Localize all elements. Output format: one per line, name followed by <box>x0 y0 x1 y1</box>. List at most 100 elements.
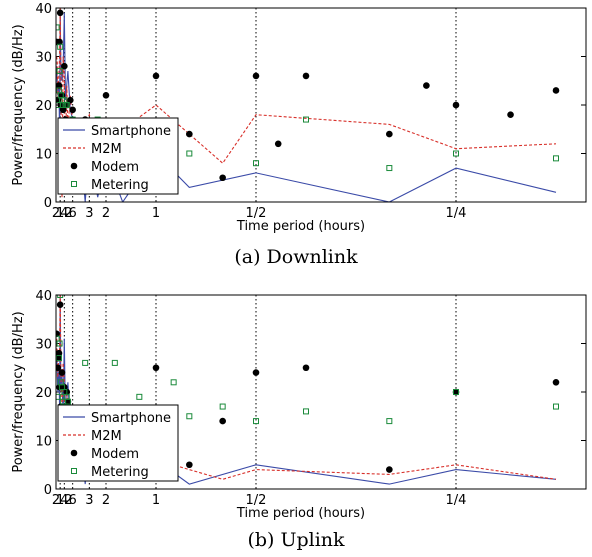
series-modem-point <box>252 72 260 80</box>
series-modem-point <box>302 364 310 372</box>
x-tick-label: 1 <box>152 206 160 221</box>
x-tick-label: 1/2 <box>246 493 267 508</box>
series-metering-point <box>453 389 459 395</box>
series-metering-point <box>303 116 309 123</box>
series-modem-point <box>186 130 193 138</box>
x-tick-label: 24 <box>52 493 69 508</box>
series-modem-point <box>302 72 310 80</box>
series-metering-point <box>56 24 60 31</box>
series-modem-point <box>56 330 60 338</box>
series-modem-point <box>56 364 62 372</box>
series-metering-point <box>453 150 459 157</box>
series-modem-point <box>507 111 514 118</box>
x-tick-label: 3 <box>85 493 93 508</box>
legend-modem-swatch <box>70 449 78 457</box>
series-metering-point <box>56 68 63 75</box>
y-tick-label: 0 <box>44 196 52 211</box>
series-modem-point <box>552 379 560 386</box>
legend-metering-swatch <box>71 468 77 474</box>
series-modem-point <box>56 354 62 362</box>
series-metering-point <box>553 403 559 410</box>
series-modem-point <box>56 9 64 17</box>
series-modem-point <box>56 301 64 309</box>
series-modem-point <box>56 349 63 357</box>
series-metering-point <box>64 398 71 405</box>
legend-metering-label: Metering <box>91 178 149 193</box>
y-tick-label: 0 <box>44 483 52 498</box>
x-tick-label: 6 <box>69 206 77 221</box>
x-tick-label: 24 <box>52 206 69 221</box>
series-metering-point <box>57 43 64 50</box>
series-modem-point <box>56 38 63 46</box>
x-tick-label: 1/2 <box>246 206 267 221</box>
series-metering-point <box>303 408 309 415</box>
y-tick-label: 10 <box>35 435 52 450</box>
y-tick-label: 40 <box>35 289 52 304</box>
axes-frame <box>55 294 587 490</box>
series-metering-point <box>386 165 393 172</box>
legend-modem-swatch <box>70 162 78 170</box>
series-modem-point <box>452 388 460 396</box>
series-modem-point <box>252 369 260 376</box>
y-tick-label: 40 <box>35 2 52 17</box>
series-metering-point <box>56 393 61 400</box>
downlink-caption: (a) Downlink <box>234 246 358 268</box>
legend: Smartphone M2M Modem Metering <box>57 404 179 482</box>
x-tick-label: 12 <box>56 493 73 508</box>
x-tick-label: 1/4 <box>446 493 467 508</box>
x-tick-label: 2 <box>102 206 110 221</box>
x-tick-label: 2 <box>102 493 110 508</box>
legend-m2m-label: M2M <box>91 142 122 157</box>
y-tick-label: 10 <box>35 148 52 163</box>
legend-smartphone-label: Smartphone <box>91 124 171 139</box>
legend-smartphone-label: Smartphone <box>91 411 171 426</box>
series-metering-point <box>386 418 393 425</box>
series-metering-point <box>186 413 193 420</box>
legend-metering-swatch <box>71 181 77 187</box>
legend-modem-label: Modem <box>91 447 139 462</box>
y-axis-label: Power/frequency (dB/Hz) <box>11 311 26 472</box>
series-modem-point <box>274 140 282 148</box>
series-metering-point <box>56 340 63 347</box>
x-axis-label: Time period (hours) <box>236 506 365 521</box>
series-modem-point <box>152 72 160 80</box>
x-axis-label: Time period (hours) <box>236 219 365 234</box>
x-tick-label: 3 <box>85 206 93 221</box>
legend-box <box>57 117 179 195</box>
y-tick-label: 20 <box>35 386 52 401</box>
series-metering-point <box>219 403 226 410</box>
series-modem-point <box>423 82 430 89</box>
series-metering-point <box>253 160 259 167</box>
x-tick-label: 6 <box>69 493 77 508</box>
axes-frame <box>55 7 587 203</box>
series-modem-point <box>552 87 560 94</box>
series-modem-point <box>386 466 393 473</box>
x-tick-label: 12 <box>56 206 73 221</box>
series-modem-point <box>219 417 226 425</box>
series-modem-point <box>102 92 110 99</box>
y-tick-label: 30 <box>35 51 52 66</box>
series-metering-point <box>82 359 89 366</box>
series-modem-point <box>58 369 66 376</box>
series-metering-point <box>63 102 70 108</box>
series-metering-point <box>170 379 177 386</box>
series-modem-point <box>59 106 67 114</box>
series-metering-point <box>136 393 143 400</box>
series-metering-point <box>253 418 259 425</box>
series-metering-point <box>111 359 118 366</box>
series-modem-point <box>66 96 74 104</box>
y-axis-label: Power/frequency (dB/Hz) <box>11 24 26 185</box>
legend: Smartphone M2M Modem Metering <box>57 117 179 195</box>
x-tick-label: 1 <box>152 493 160 508</box>
legend-modem-label: Modem <box>91 160 139 175</box>
series-metering-point <box>57 295 64 298</box>
y-tick-label: 20 <box>35 99 52 114</box>
legend-m2m-label: M2M <box>91 429 122 444</box>
x-tick-label: 1/4 <box>446 206 467 221</box>
series-modem-point <box>152 364 160 372</box>
series-modem-point <box>386 130 393 138</box>
series-modem-point <box>69 106 76 114</box>
